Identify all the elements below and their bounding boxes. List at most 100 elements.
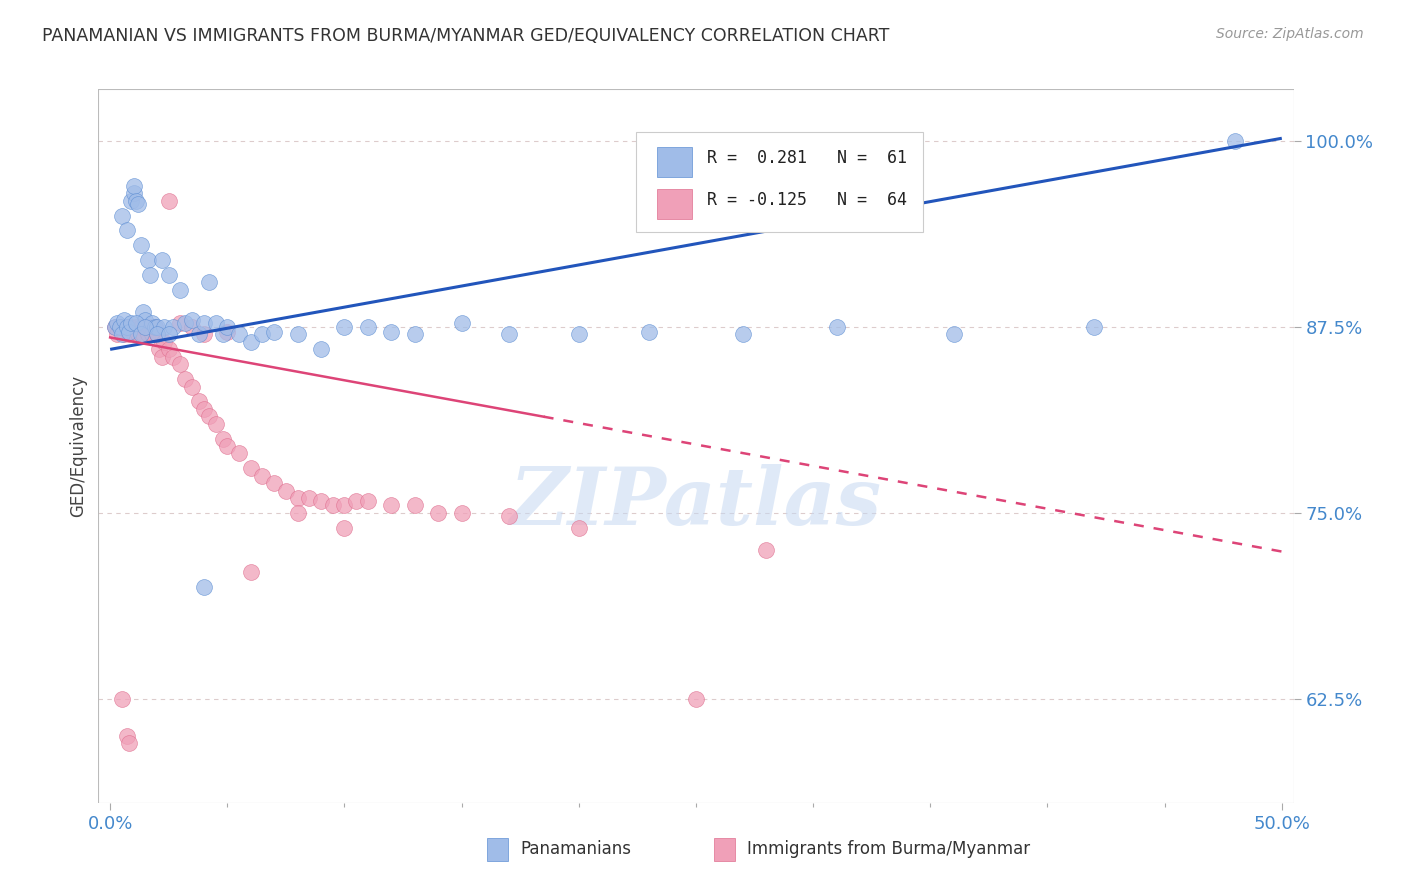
Point [136, 327, 159, 342]
Point [287, 491, 309, 505]
Point [181, 379, 204, 393]
Point [134, 320, 156, 334]
Point [197, 409, 219, 424]
Point [731, 327, 754, 342]
Point [309, 494, 332, 508]
Point [153, 334, 176, 349]
Point [357, 494, 380, 508]
Point [157, 327, 180, 342]
Point [298, 491, 321, 505]
Point [211, 327, 233, 342]
Point [129, 327, 152, 342]
Point [122, 327, 145, 342]
Point [1083, 320, 1105, 334]
Point [157, 194, 180, 208]
Point [118, 327, 141, 342]
Point [217, 320, 239, 334]
Point [111, 327, 134, 342]
Point [404, 327, 426, 342]
Point [239, 334, 262, 349]
Point [153, 320, 176, 334]
Point [252, 327, 274, 342]
Point [129, 238, 152, 252]
Point [134, 312, 156, 326]
Point [380, 499, 402, 513]
Point [287, 327, 309, 342]
Point [568, 327, 591, 342]
Point [638, 325, 661, 339]
Point [104, 320, 127, 334]
Point [252, 468, 274, 483]
Point [108, 320, 131, 334]
Point [105, 327, 128, 342]
Point [125, 320, 148, 334]
Point [125, 316, 148, 330]
Point [104, 320, 127, 334]
Point [309, 343, 332, 357]
Point [115, 320, 138, 334]
Y-axis label: GED/Equivalency: GED/Equivalency [69, 375, 87, 517]
Point [146, 327, 169, 342]
Point [228, 327, 250, 342]
Point [134, 320, 156, 334]
Point [181, 320, 204, 334]
Point [333, 499, 356, 513]
Point [450, 506, 472, 520]
Point [120, 194, 142, 208]
Bar [486, 838, 509, 861]
Point [188, 394, 211, 409]
Point [111, 691, 134, 706]
Point [204, 316, 226, 330]
Point [380, 325, 402, 339]
Point [118, 736, 141, 750]
Point [568, 521, 591, 535]
Point [136, 253, 159, 268]
Point [141, 316, 163, 330]
Point [139, 268, 162, 282]
Point [228, 446, 250, 460]
Point [127, 327, 149, 342]
Text: PANAMANIAN VS IMMIGRANTS FROM BURMA/MYANMAR GED/EQUIVALENCY CORRELATION CHART: PANAMANIAN VS IMMIGRANTS FROM BURMA/MYAN… [42, 27, 890, 45]
Point [239, 566, 262, 580]
Bar [714, 838, 735, 861]
Point [685, 691, 707, 706]
Point [120, 320, 142, 334]
Text: R =  0.281   N =  61: R = 0.281 N = 61 [707, 149, 907, 167]
Point [112, 327, 135, 342]
Point [174, 372, 197, 386]
Point [129, 320, 152, 334]
Point [404, 499, 426, 513]
Point [217, 325, 239, 339]
Point [942, 327, 965, 342]
Point [157, 268, 180, 282]
Point [498, 327, 520, 342]
Point [211, 432, 233, 446]
Point [263, 325, 285, 339]
Point [146, 327, 169, 342]
Point [239, 461, 262, 475]
Point [333, 521, 356, 535]
Text: Panamanians: Panamanians [520, 840, 631, 858]
Point [204, 417, 226, 431]
Point [162, 320, 184, 334]
Point [169, 357, 191, 371]
Point [115, 729, 138, 743]
Point [146, 320, 169, 334]
Point [115, 320, 138, 334]
Point [143, 320, 166, 334]
Point [118, 325, 141, 339]
Point [169, 283, 191, 297]
Point [274, 483, 297, 498]
Point [174, 316, 197, 330]
Bar [657, 189, 692, 219]
Point [132, 327, 155, 342]
Bar [657, 147, 692, 178]
Point [139, 320, 162, 334]
Point [157, 343, 180, 357]
Point [111, 209, 134, 223]
Point [322, 499, 344, 513]
Point [125, 194, 148, 208]
Point [450, 316, 472, 330]
Point [344, 494, 367, 508]
Point [169, 316, 191, 330]
